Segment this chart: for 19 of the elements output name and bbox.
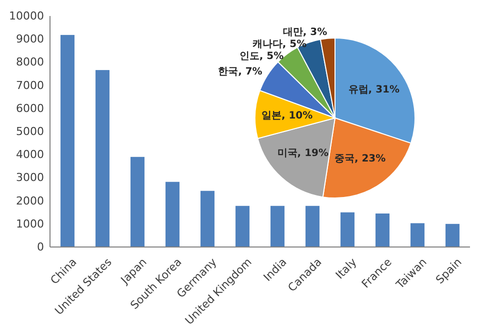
y-tick-label: 10000 bbox=[9, 10, 44, 22]
y-tick-label: 9000 bbox=[16, 32, 44, 46]
y-tick-label: 1000 bbox=[16, 217, 44, 230]
y-tick-label: 0 bbox=[37, 240, 44, 254]
y-tick-label: 8000 bbox=[16, 56, 44, 69]
slice-label: 인도, 5% bbox=[239, 50, 284, 62]
y-tick-label: 6000 bbox=[16, 102, 44, 115]
slice-label: 미국, 19% bbox=[277, 148, 329, 160]
y-tick-label: 3000 bbox=[16, 171, 44, 184]
y-tick-label: 7000 bbox=[16, 78, 44, 92]
slice-label: 유럽, 31% bbox=[348, 84, 400, 96]
slice-label: 캐나다, 5% bbox=[251, 38, 307, 50]
y-tick-label: 5000 bbox=[16, 125, 44, 138]
slice-label: 한국, 7% bbox=[218, 66, 262, 78]
slice-label: 대만, 3% bbox=[282, 26, 328, 38]
slice-label: 중국, 23% bbox=[334, 153, 386, 164]
y-tick-label: 4000 bbox=[16, 148, 44, 162]
y-tick-label: 2000 bbox=[16, 194, 44, 208]
slice-label: 일본, 10% bbox=[261, 110, 313, 122]
